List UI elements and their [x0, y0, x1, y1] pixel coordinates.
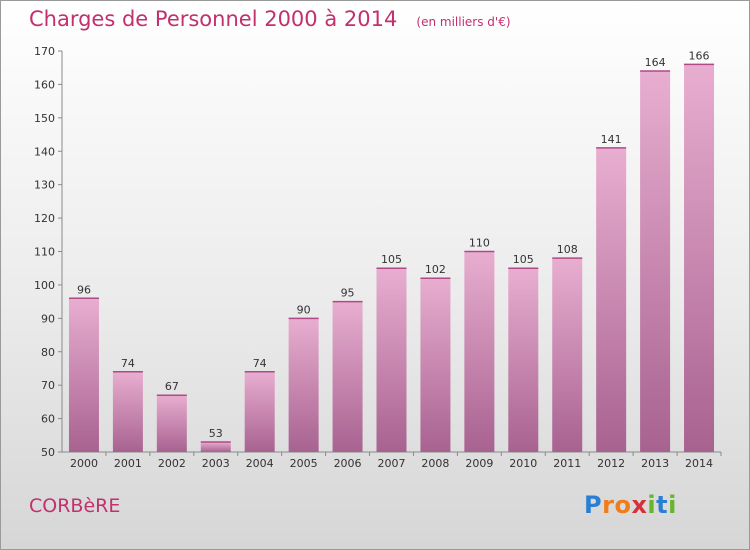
logo-letter: i	[668, 491, 677, 519]
x-tick-label-2006: 2006	[334, 457, 362, 470]
value-label-2014: 166	[689, 49, 710, 62]
bar-2001	[112, 371, 143, 452]
commune-name: CORBèRE	[29, 495, 121, 517]
y-tick-label: 70	[41, 379, 55, 392]
bar-2004	[244, 371, 275, 452]
value-label-2007: 105	[381, 253, 402, 266]
y-tick-label: 100	[34, 279, 55, 292]
y-tick-label: 140	[34, 145, 55, 158]
logo-letter: o	[614, 491, 632, 519]
x-tick-label-2010: 2010	[509, 457, 537, 470]
x-tick-label-2003: 2003	[202, 457, 230, 470]
y-tick-label: 150	[34, 112, 55, 125]
y-tick-label: 90	[41, 312, 55, 325]
proxiti-logo: Proxiti	[584, 491, 677, 519]
bar-2000	[68, 298, 99, 452]
value-label-2013: 164	[645, 56, 666, 69]
bar-2006	[332, 301, 363, 452]
bar-2009	[464, 251, 495, 452]
axes: 50 60 70 80 90 100 110 120 130 140 150 160 170	[34, 45, 722, 459]
x-tick-label-2009: 2009	[465, 457, 493, 470]
y-tick-label: 170	[34, 45, 55, 58]
value-label-2002: 67	[165, 380, 179, 393]
value-label-2008: 102	[425, 263, 446, 276]
value-label-2000: 96	[77, 283, 91, 296]
logo-letter: i	[647, 491, 657, 519]
value-label-2012: 141	[601, 133, 622, 146]
bar-2010	[508, 268, 539, 452]
value-label-2003: 53	[209, 427, 223, 440]
x-tick-label-2013: 2013	[641, 457, 669, 470]
bar-2007	[376, 268, 407, 452]
x-tick-label-2007: 2007	[378, 457, 406, 470]
value-label-2004: 74	[253, 357, 267, 370]
x-tick-label-2002: 2002	[158, 457, 186, 470]
bar-2014	[684, 64, 715, 452]
x-tick-label-2012: 2012	[597, 457, 625, 470]
title-row: Charges de Personnel 2000 à 2014 (en mil…	[29, 7, 511, 31]
bars	[68, 63, 715, 453]
logo-letter: P	[584, 491, 603, 519]
labels: 96 2000 74 2001 67 2002 53 2003 74 2004 90 2005 95 20…	[70, 49, 713, 470]
chart-subtitle: (en milliers d'€)	[416, 15, 511, 29]
x-tick-label-2014: 2014	[685, 457, 713, 470]
x-tick-label-2004: 2004	[246, 457, 274, 470]
bar-2005	[288, 318, 319, 452]
value-label-2005: 90	[297, 303, 311, 316]
x-tick-label-2008: 2008	[421, 457, 449, 470]
bar-2003	[200, 441, 231, 452]
y-tick-label: 110	[34, 246, 55, 259]
y-tick-label: 130	[34, 179, 55, 192]
x-tick-label-2011: 2011	[553, 457, 581, 470]
bar-2002	[156, 395, 187, 452]
y-tick-label: 50	[41, 446, 55, 459]
value-label-2006: 95	[341, 287, 355, 300]
logo-letter: r	[602, 491, 615, 519]
x-tick-label-2000: 2000	[70, 457, 98, 470]
x-tick-label-2001: 2001	[114, 457, 142, 470]
bar-2011	[552, 258, 583, 452]
bar-2008	[420, 278, 451, 452]
value-label-2010: 105	[513, 253, 534, 266]
y-tick-label: 80	[41, 346, 55, 359]
logo-letter: x	[631, 491, 648, 519]
value-label-2011: 108	[557, 243, 578, 256]
y-tick-label: 160	[34, 78, 55, 91]
bar-2013	[640, 71, 671, 453]
y-tick-label: 60	[41, 413, 55, 426]
bar-2012	[596, 147, 627, 453]
value-label-2001: 74	[121, 357, 135, 370]
y-tick-label: 120	[34, 212, 55, 225]
chart-title: Charges de Personnel 2000 à 2014	[29, 7, 398, 31]
value-label-2009: 110	[469, 237, 490, 250]
x-tick-label-2005: 2005	[290, 457, 318, 470]
logo-letter: t	[656, 491, 669, 519]
